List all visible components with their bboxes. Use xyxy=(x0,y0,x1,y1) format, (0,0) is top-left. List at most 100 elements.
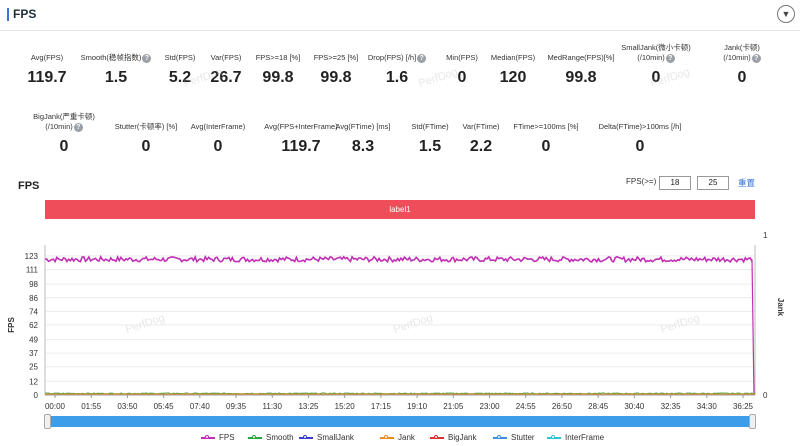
y-tick-label: 123 xyxy=(25,252,39,261)
fps-line-chart[interactable]: 0 12 25 37 49 62 74 86 98 111 123 1 0 FPS Jank 00:00 01:… xyxy=(0,225,800,415)
metric-value: 119.7 xyxy=(27,69,67,86)
legend-label: FPS xyxy=(219,433,235,442)
metrics_row1-metric-10: SmallJank(微小卡顿) (/10min)? 0 xyxy=(606,43,706,88)
metric-label-unit: (/10min)? xyxy=(606,53,706,63)
metrics_row2-metric-3: Avg(FPS+InterFrame) 119.7 xyxy=(251,122,351,157)
y-tick-label: 37 xyxy=(29,349,38,358)
legend-item-smooth[interactable]: Smooth xyxy=(248,433,294,442)
metrics_row1-metric-6: Drop(FPS) [/h]? 1.6 xyxy=(347,53,447,88)
help-icon[interactable]: ? xyxy=(142,53,152,63)
fps-threshold-label: FPS(>=) xyxy=(626,177,657,186)
x-tick-label: 09:35 xyxy=(226,402,247,411)
reset-button[interactable]: 重置 xyxy=(738,178,756,188)
metric-label: FPS>=18 [%] xyxy=(255,53,301,62)
metric-label: Avg(InterFrame) xyxy=(190,122,246,131)
metric-value: 0 xyxy=(141,138,151,155)
metric-label-unit: (/10min)? xyxy=(692,53,792,63)
x-tick-label: 17:15 xyxy=(371,402,392,411)
metrics_row2-metric-0: BigJank(严重卡顿) (/10min)? 0 xyxy=(14,112,114,157)
metrics_row1-metric-2: Std(FPS) 5.2 xyxy=(130,53,230,88)
x-tick-label: 24:55 xyxy=(516,402,537,411)
fps-series-line xyxy=(44,254,753,264)
metric-label: Stutter(卡顿率) [%] xyxy=(114,122,178,131)
chart-legend: FPS Smooth SmallJank Jank BigJank Stutter Inte… xyxy=(0,433,800,445)
x-tick-label: 34:30 xyxy=(697,402,718,411)
x-tick-label: 28:45 xyxy=(588,402,609,411)
legend-marker-icon xyxy=(201,434,215,439)
metric-value: 0 xyxy=(737,69,747,86)
metrics_row2-metric-6: Var(FTime) 2.2 xyxy=(431,122,531,157)
metric-value: 120 xyxy=(499,69,527,86)
legend-marker-icon xyxy=(547,434,561,439)
metrics_row1-metric-11: Jank(卡顿) (/10min)? 0 xyxy=(692,43,792,88)
chart-title: FPS xyxy=(18,180,40,192)
metric-label: FPS>=25 [%] xyxy=(313,53,359,62)
metric-value: 99.8 xyxy=(320,69,352,86)
metrics_row2-metric-8: Delta(FTime)>100ms [/h] 0 xyxy=(590,122,690,157)
fps-drop-line xyxy=(751,259,755,396)
x-tick-label: 36:25 xyxy=(733,402,754,411)
y2-axis-label: Jank xyxy=(776,298,785,317)
legend-label: BigJank xyxy=(448,433,477,442)
legend-item-fps[interactable]: FPS xyxy=(201,433,235,442)
metrics_row1-metric-9: MedRange(FPS)[%] 99.8 xyxy=(531,53,631,88)
help-icon[interactable]: ? xyxy=(73,122,83,132)
slider-right-handle[interactable] xyxy=(749,414,756,429)
legend-item-jank[interactable]: Jank xyxy=(380,433,415,442)
metric-value: 99.8 xyxy=(565,69,597,86)
legend-item-smalljank[interactable]: SmallJank xyxy=(299,433,354,442)
metric-value: 26.7 xyxy=(210,69,242,86)
legend-item-stutter[interactable]: Stutter xyxy=(493,433,535,442)
metric-label: FTime>=100ms [%] xyxy=(513,122,579,131)
label-bar[interactable]: label1 xyxy=(45,200,755,219)
legend-marker-icon xyxy=(248,434,262,439)
legend-label: InterFrame xyxy=(565,433,605,442)
x-tick-label: 05:45 xyxy=(154,402,175,411)
x-tick-label: 32:35 xyxy=(661,402,682,411)
metrics_row2-metric-7: FTime>=100ms [%] 0 xyxy=(496,122,596,157)
y-tick-label: 86 xyxy=(29,294,38,303)
metrics_row1-metric-7: Min(FPS) 0 xyxy=(412,53,512,88)
legend-item-bigjank[interactable]: BigJank xyxy=(430,433,476,442)
metric-label: Var(FPS) xyxy=(210,53,242,62)
help-icon[interactable]: ? xyxy=(665,53,675,63)
metric-label: Avg(FPS+InterFrame) xyxy=(264,122,338,131)
header-accent xyxy=(7,8,9,21)
legend-label: Jank xyxy=(398,433,415,442)
slider-left-handle[interactable] xyxy=(44,414,51,429)
metric-value: 0 xyxy=(651,69,661,86)
x-tick-label: 15:20 xyxy=(335,402,356,411)
legend-marker-icon xyxy=(430,434,444,439)
y-tick-label: 62 xyxy=(29,321,38,330)
metric-label: Drop(FPS) [/h] xyxy=(367,53,417,62)
metric-label: Std(FPS) xyxy=(164,53,196,62)
metric-label: MedRange(FPS)[%] xyxy=(547,53,615,62)
metric-value: 0 xyxy=(59,138,69,155)
metric-value: 119.7 xyxy=(281,138,321,155)
help-icon[interactable]: ? xyxy=(417,53,427,63)
x-tick-label: 01:55 xyxy=(81,402,102,411)
metric-label: Jank(卡顿) xyxy=(724,43,760,52)
metric-label: BigJank(严重卡顿) xyxy=(33,112,95,121)
metric-label: Smooth(稳帧指数) xyxy=(80,53,142,62)
metric-label: Median(FPS) xyxy=(490,53,536,62)
legend-label: Smooth xyxy=(266,433,294,442)
collapse-icon[interactable]: ▼ xyxy=(777,5,795,23)
metric-value: 0 xyxy=(213,138,223,155)
fps-threshold-input-1[interactable]: 18 xyxy=(659,176,691,190)
metric-label-unit: (/10min)? xyxy=(14,122,114,132)
x-tick-label: 26:50 xyxy=(552,402,573,411)
metric-value: 1.5 xyxy=(418,138,442,155)
y-tick-label: 49 xyxy=(29,336,38,345)
metric-label: Avg(FTime) [ms] xyxy=(335,122,391,131)
help-icon[interactable]: ? xyxy=(751,53,761,63)
metric-label: Avg(FPS) xyxy=(30,53,64,62)
fps-threshold-input-2[interactable]: 25 xyxy=(697,176,729,190)
legend-marker-icon xyxy=(380,434,394,439)
x-tick-label: 19:10 xyxy=(407,402,428,411)
y-axis-label: FPS xyxy=(7,317,16,333)
legend-item-interframe[interactable]: InterFrame xyxy=(547,433,604,442)
x-tick-label: 07:40 xyxy=(190,402,211,411)
time-range-slider[interactable] xyxy=(45,416,755,427)
x-tick-label: 30:40 xyxy=(624,402,645,411)
